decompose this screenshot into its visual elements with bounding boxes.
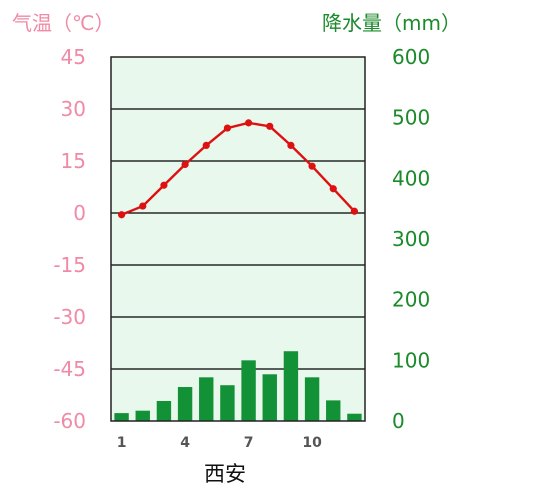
temperature-tick-label: -30	[53, 305, 86, 329]
precipitation-bar	[135, 410, 150, 421]
precipitation-tick-label: 400	[392, 166, 430, 190]
month-tick-label: 4	[180, 435, 190, 451]
month-tick-label: 7	[244, 435, 254, 451]
plot-frame	[110, 56, 366, 422]
temperature-axis: 45 30 15 0 -15 -30 -45 -60	[53, 45, 86, 433]
left-axis-title: 气温（℃）	[12, 11, 114, 35]
temperature-point	[350, 207, 359, 215]
temperature-point	[329, 185, 337, 193]
temperature-tick-label: 45	[61, 45, 86, 69]
temperature-tick-label: 15	[61, 149, 86, 173]
temperature-point	[287, 141, 295, 149]
temperature-point	[202, 141, 210, 149]
temperature-tick-label: -60	[53, 409, 86, 433]
temperature-point	[160, 181, 168, 189]
temperature-point	[266, 122, 274, 130]
precipitation-bar	[262, 374, 277, 421]
precipitation-tick-label: 100	[392, 348, 430, 372]
precipitation-bar	[347, 413, 362, 421]
temperature-point	[139, 202, 147, 210]
precipitation-axis: 600 500 400 300 200 100 0	[392, 45, 430, 433]
precipitation-tick-label: 200	[392, 288, 430, 312]
temperature-tick-label: -15	[53, 253, 86, 277]
precipitation-tick-label: 600	[392, 45, 430, 69]
precipitation-bar	[326, 400, 341, 421]
precipitation-bars	[114, 351, 362, 421]
month-tick-label: 1	[117, 435, 127, 451]
temperature-point	[308, 162, 316, 170]
temperature-point	[223, 124, 232, 132]
month-tick-label: 10	[302, 435, 322, 451]
temperature-polyline	[121, 121, 356, 216]
precipitation-bar	[114, 413, 129, 421]
temperature-point	[117, 211, 126, 219]
precipitation-bar	[156, 400, 172, 421]
precipitation-tick-label: 0	[392, 409, 405, 433]
right-axis-title: 降水量（mm）	[322, 11, 461, 35]
month-axis: 1 4 7 10	[117, 435, 322, 451]
precipitation-bar	[304, 377, 320, 421]
precipitation-tick-label: 500	[392, 106, 430, 130]
precipitation-bar	[283, 351, 299, 421]
temperature-point	[181, 160, 189, 169]
plot-area	[111, 57, 365, 421]
precipitation-bar	[220, 385, 235, 421]
precipitation-bar	[241, 360, 256, 421]
precipitation-bar	[199, 377, 214, 421]
temperature-tick-label: 0	[73, 201, 86, 225]
temperature-line	[117, 119, 359, 219]
precipitation-bar	[177, 387, 193, 421]
precipitation-tick-label: 300	[392, 227, 430, 251]
grid-lines	[111, 108, 365, 370]
temperature-tick-label: -45	[53, 357, 86, 381]
temperature-tick-label: 30	[61, 97, 86, 121]
temperature-point	[244, 119, 253, 127]
chart-title: 西安	[204, 462, 246, 486]
